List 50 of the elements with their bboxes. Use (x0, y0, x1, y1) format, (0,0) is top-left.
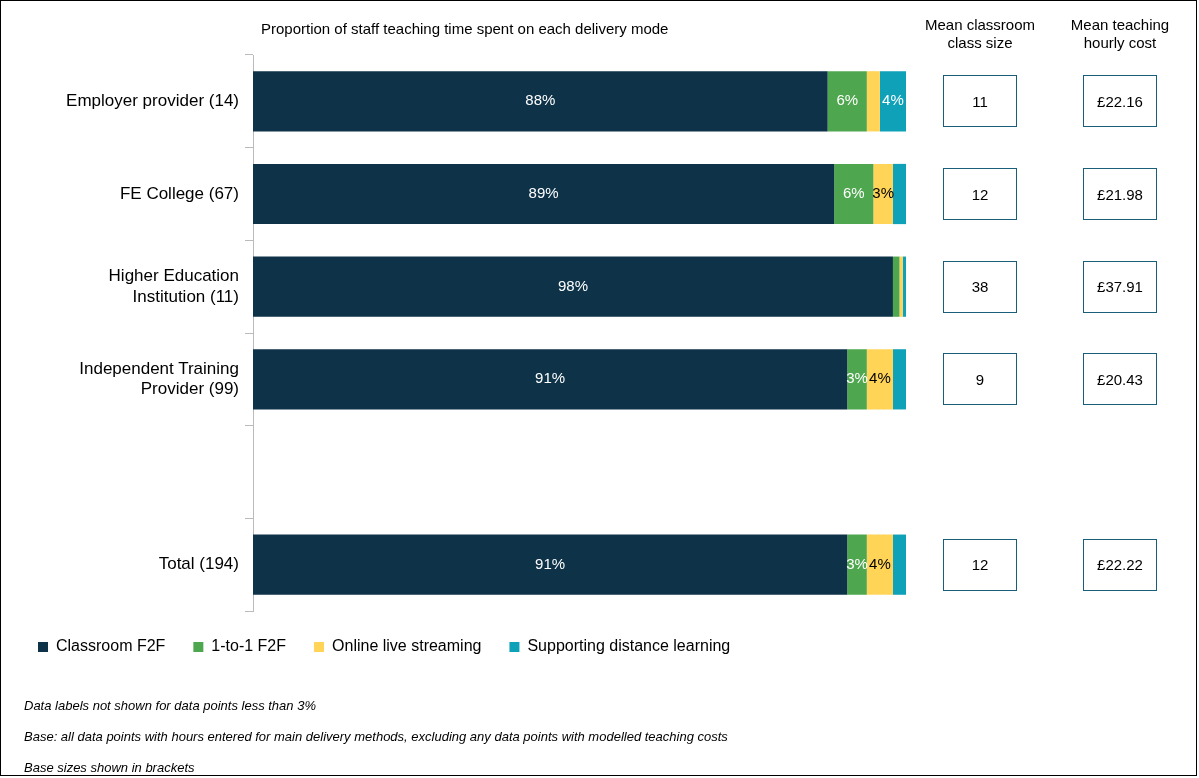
y-tick-label: Total (194) (158, 554, 239, 574)
text: Mean teaching hourly cost (1069, 16, 1171, 52)
bar (892, 349, 906, 410)
text: Base sizes shown in brackets (24, 760, 195, 775)
bar (253, 256, 893, 317)
data-label: 12 (943, 168, 1017, 220)
y-tick-label: Higher Education Institution (11) (108, 266, 239, 306)
bar (866, 349, 893, 410)
bar (866, 71, 880, 132)
bar (892, 163, 906, 225)
data-label: 4% (882, 91, 904, 109)
data-label: £20.43 (1083, 353, 1157, 406)
bar (253, 163, 835, 225)
data-label: £22.16 (1083, 75, 1157, 128)
data-label: 12 (943, 538, 1017, 591)
text: Mean classroom class size (923, 16, 1036, 52)
data-label: 88% (525, 91, 556, 109)
data-label: 89% (528, 184, 559, 202)
text: Data labels not shown for data points less than 3% (24, 698, 316, 713)
bar (834, 163, 874, 225)
data-label: 6% (836, 91, 859, 109)
bar (827, 71, 867, 132)
y-tick-label: Independent Training Provider (99) (79, 358, 239, 399)
data-label: 11 (943, 75, 1017, 128)
bar (253, 349, 848, 410)
data-label: 4% (869, 554, 891, 572)
legend-label: Classroom F2F (56, 637, 166, 655)
y-tick-label: Employer provider (14) (66, 91, 239, 111)
data-label: £22.22 (1083, 538, 1157, 591)
text: Base: all data points with hours entered for main delivery methods, excluding any data points with modelled teaching costs (24, 729, 728, 744)
legend-label: Online live streaming (332, 637, 482, 655)
bar (253, 71, 828, 132)
chart-title: Proportion of staff teaching time spent on each delivery mode (261, 20, 669, 38)
data-label: 91% (535, 369, 566, 387)
legend-label: 1-to-1 F2F (211, 637, 287, 655)
bar (892, 534, 906, 595)
bar (892, 256, 900, 317)
y-tick-label: FE College (67) (119, 183, 239, 203)
data-label: 91% (535, 554, 566, 572)
data-label: 38 (943, 260, 1017, 313)
bar (253, 534, 848, 595)
data-label: 6% (842, 184, 865, 202)
data-label: £21.98 (1083, 168, 1157, 220)
data-label: 4% (869, 369, 891, 387)
data-label: 9 (943, 353, 1017, 406)
data-label: £37.91 (1083, 260, 1157, 313)
bar (866, 534, 893, 595)
data-label: 98% (557, 276, 588, 294)
bar (879, 71, 906, 132)
legend-label: Supporting distance learning (527, 637, 731, 655)
